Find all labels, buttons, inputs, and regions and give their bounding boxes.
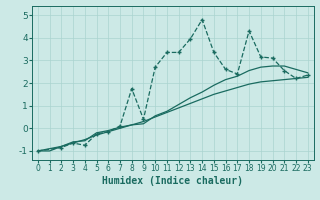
X-axis label: Humidex (Indice chaleur): Humidex (Indice chaleur) (102, 176, 243, 186)
